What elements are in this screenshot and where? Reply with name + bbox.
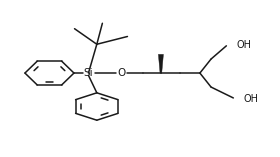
Text: O: O	[118, 68, 126, 78]
Text: OH: OH	[243, 94, 258, 104]
Text: OH: OH	[236, 40, 251, 50]
Polygon shape	[158, 54, 164, 73]
Text: Si: Si	[84, 68, 93, 78]
